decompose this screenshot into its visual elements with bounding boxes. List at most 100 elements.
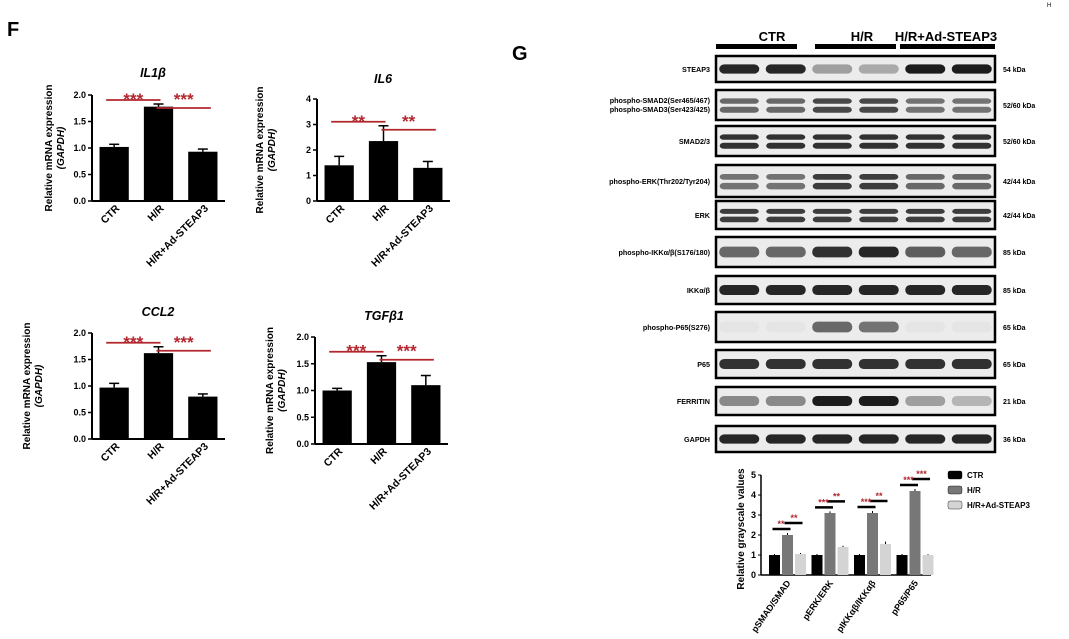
- blot-band: [905, 434, 946, 444]
- blot-band: [719, 358, 760, 370]
- blot-band: [859, 106, 899, 113]
- bar-h-r-ad-steap3: [880, 544, 891, 575]
- y-tick-label: 2: [306, 145, 311, 155]
- blot-band: [951, 434, 992, 444]
- blot-band: [812, 395, 853, 407]
- blot-band: [766, 322, 806, 333]
- blot-kda-label: 65 kDa: [1003, 325, 1026, 332]
- blot-band: [812, 142, 852, 149]
- y-axis-label: Relative mRNA expression (GAPDH): [265, 327, 288, 454]
- blot-band: [812, 98, 852, 104]
- blot-band: [858, 64, 899, 74]
- blot-band: [859, 98, 899, 104]
- y-tick-label: 0: [751, 570, 756, 580]
- blot-band: [905, 322, 945, 333]
- y-tick-label: 5: [751, 470, 756, 480]
- blot-strip: [714, 274, 997, 306]
- group-header-bar: [815, 44, 896, 49]
- significance-label: **: [777, 519, 785, 529]
- blot-band: [812, 358, 853, 370]
- x-tick-label: pIKKαβ/IKKαβ: [834, 578, 877, 634]
- blot-band: [812, 106, 852, 113]
- bar-h-r: [909, 491, 921, 575]
- blot-band: [859, 216, 899, 223]
- blot-kda-label: 65 kDa: [1003, 362, 1026, 369]
- corner-fragment: H: [1047, 3, 1051, 9]
- y-tick-label: 1: [306, 171, 311, 181]
- y-axis-label-line1: Relative mRNA expression: [265, 327, 276, 454]
- blot-kda-label: 36 kDa: [1003, 437, 1026, 444]
- blot-strip: [714, 54, 997, 84]
- x-tick-label: CTR: [99, 440, 123, 464]
- panel-letter-f: F: [7, 19, 19, 41]
- blot-band: [858, 284, 899, 296]
- blot-protein-label: FERRITIN: [677, 397, 710, 406]
- blot-kda-label: 52/60 kDa: [1003, 139, 1035, 146]
- y-tick-label: 3: [306, 120, 311, 130]
- blot-band: [905, 142, 945, 149]
- significance-label: ***: [123, 333, 143, 352]
- y-tick-label: 2: [751, 530, 756, 540]
- chart-il1b: 0.0 0.5 1.0 1.5 2.0 Relative mRNA expression(…: [44, 66, 225, 270]
- blot-band: [905, 216, 945, 223]
- blot-band: [952, 142, 992, 149]
- y-tick-label: 0: [306, 196, 311, 206]
- blot-protein-label: phospho-IKKα/β(S176/180): [619, 248, 711, 257]
- blot-band: [905, 358, 946, 370]
- significance-label: ***: [174, 333, 194, 352]
- y-tick-label: 1.0: [73, 143, 86, 153]
- blot-band: [719, 106, 759, 113]
- blot-band: [719, 246, 760, 258]
- blot-band: [765, 284, 806, 296]
- blot-band: [951, 358, 992, 370]
- legend-swatch: [947, 500, 963, 510]
- bar-ctr: [99, 146, 129, 201]
- significance-label: **: [402, 112, 416, 131]
- group-header-label: CTR: [759, 29, 786, 44]
- chart-tgfb1: 0.0 0.5 1.0 1.5 2.0 Relative mRNA expression(…: [265, 309, 448, 513]
- significance-label: **: [875, 491, 883, 501]
- bar-h-r: [368, 141, 399, 201]
- blot-strip: [714, 310, 997, 344]
- blot-kda-label: 52/60 kDa: [1003, 103, 1035, 110]
- blot-band: [905, 208, 945, 214]
- blot-band: [719, 208, 759, 214]
- bar-ctr: [854, 555, 865, 575]
- blot-strip: [714, 124, 997, 158]
- blot-band: [952, 216, 992, 223]
- chart-title: TGFβ1: [364, 309, 404, 323]
- y-axis-label-line1: Relative mRNA expression: [255, 87, 266, 214]
- blot-band: [812, 208, 852, 214]
- blot-strip: [714, 385, 997, 417]
- blot-band: [812, 173, 852, 180]
- blot-band: [905, 64, 946, 74]
- blot-band: [766, 142, 806, 149]
- blot-band: [765, 64, 806, 74]
- bar-h-r: [366, 362, 397, 444]
- y-tick-label: 1.0: [296, 386, 309, 396]
- blot-kda-label: 85 kDa: [1003, 288, 1026, 295]
- significance-label: ***: [346, 342, 366, 361]
- blot-band: [858, 395, 899, 407]
- blot-band: [859, 142, 899, 149]
- blot-band: [859, 173, 899, 180]
- y-axis-label: Relative mRNA expression (GAPDH): [255, 87, 278, 214]
- blot-band: [952, 208, 992, 214]
- blot-band: [952, 98, 992, 104]
- blot-band: [719, 395, 760, 407]
- y-axis-label: Relative grayscale values: [736, 468, 747, 590]
- blot-band: [719, 142, 759, 149]
- blot-band: [951, 64, 992, 74]
- bar-h-r: [824, 513, 836, 575]
- y-tick-label: 1.5: [73, 117, 86, 127]
- x-tick-label: H/R: [368, 445, 390, 467]
- blot-band: [952, 106, 992, 113]
- blot-band: [766, 216, 806, 223]
- legend-swatch: [947, 470, 963, 480]
- blot-band: [719, 434, 760, 444]
- bar-h-r-ad-steap3: [188, 396, 218, 439]
- y-axis-label-line1: Relative mRNA expression: [44, 85, 55, 212]
- significance-label: **: [833, 491, 841, 501]
- blot-strip: [714, 199, 997, 231]
